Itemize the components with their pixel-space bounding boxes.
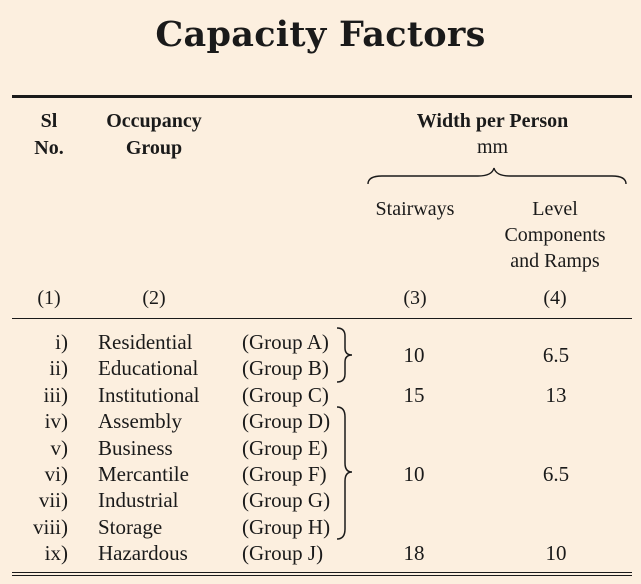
bottom-rule: [12, 572, 632, 576]
row-occupancy: Industrial: [98, 488, 179, 513]
sl-no-header-line2: No.: [34, 137, 64, 159]
row-group: (Group A): [242, 330, 329, 354]
sl-no-header-line1: Sl: [40, 110, 58, 132]
row-sl: ix): [44, 541, 68, 566]
page-title: Capacity Factors: [155, 14, 486, 55]
stairways-value: 10: [403, 462, 425, 486]
unit-label: mm: [476, 136, 509, 158]
level-header-line3: and Ramps: [510, 250, 600, 272]
table-row: iii) Institutional (Group C): [0, 382, 641, 408]
row-occupancy: Assembly: [98, 409, 182, 434]
row-group: (Group D): [242, 409, 331, 434]
row-sl: i): [55, 330, 68, 354]
table-row: vi) Mercantile (Group F): [0, 461, 641, 487]
table-row: v) Business (Group E): [0, 435, 641, 461]
row-sl: iii): [43, 382, 69, 407]
level-value: 13: [545, 383, 567, 407]
row-sl: iv): [44, 409, 68, 434]
table-row: ix) Hazardous (Group J): [0, 540, 641, 566]
row-occupancy: Institutional: [98, 382, 200, 407]
row-group: (Group B): [242, 356, 329, 381]
stairways-value: 10: [403, 343, 425, 367]
level-value: 6.5: [542, 343, 570, 367]
table-row: viii) Storage (Group H): [0, 514, 641, 540]
stairways-value: 18: [403, 541, 425, 565]
row-sl: viii): [33, 514, 68, 539]
stairways-value: 15: [403, 383, 425, 407]
row-sl: v): [50, 435, 69, 460]
occupancy-header-line2: Group: [125, 137, 183, 159]
row-sl: ii): [49, 356, 68, 381]
row-sl: vii): [38, 488, 68, 513]
header-brace: [367, 167, 627, 185]
level-header-line2: Components: [504, 224, 606, 246]
row-occupancy: Hazardous: [98, 541, 188, 566]
row-occupancy: Storage: [98, 514, 163, 539]
row-group: (Group F): [242, 461, 327, 486]
level-value: 6.5: [542, 462, 570, 486]
row-group: (Group J): [242, 541, 324, 566]
column-number: (1): [37, 287, 61, 309]
table-row: vii) Industrial (Group G): [0, 487, 641, 513]
table-row: ii) Educational (Group B): [0, 355, 641, 381]
row-group: (Group C): [242, 382, 329, 407]
width-per-person-header: Width per Person: [416, 110, 569, 132]
row-occupancy: Educational: [98, 356, 199, 381]
row-occupancy: Residential: [98, 330, 193, 354]
table-row: i) Residential (Group A): [0, 329, 641, 355]
row-group: (Group G): [242, 488, 331, 513]
level-header-line1: Level: [532, 198, 578, 220]
occupancy-header-line1: Occupancy: [106, 110, 202, 132]
row-sl: vi): [44, 461, 68, 486]
table-row: iv) Assembly (Group D): [0, 408, 641, 434]
level-value: 10: [545, 541, 567, 565]
column-number: (2): [142, 287, 166, 309]
row-group: (Group E): [242, 435, 328, 460]
row-occupancy: Business: [98, 435, 173, 460]
row-occupancy: Mercantile: [98, 461, 189, 486]
row-group: (Group H): [242, 514, 331, 539]
column-number: (4): [543, 287, 567, 309]
header-divider: [12, 318, 632, 319]
table-body: i) Residential (Group A) ii) Educational…: [0, 329, 641, 567]
column-number: (3): [403, 287, 427, 309]
brace-group-dh: [336, 406, 353, 540]
stairways-header: Stairways: [375, 198, 455, 220]
top-rule: [12, 95, 632, 98]
brace-group-ab: [336, 327, 353, 383]
